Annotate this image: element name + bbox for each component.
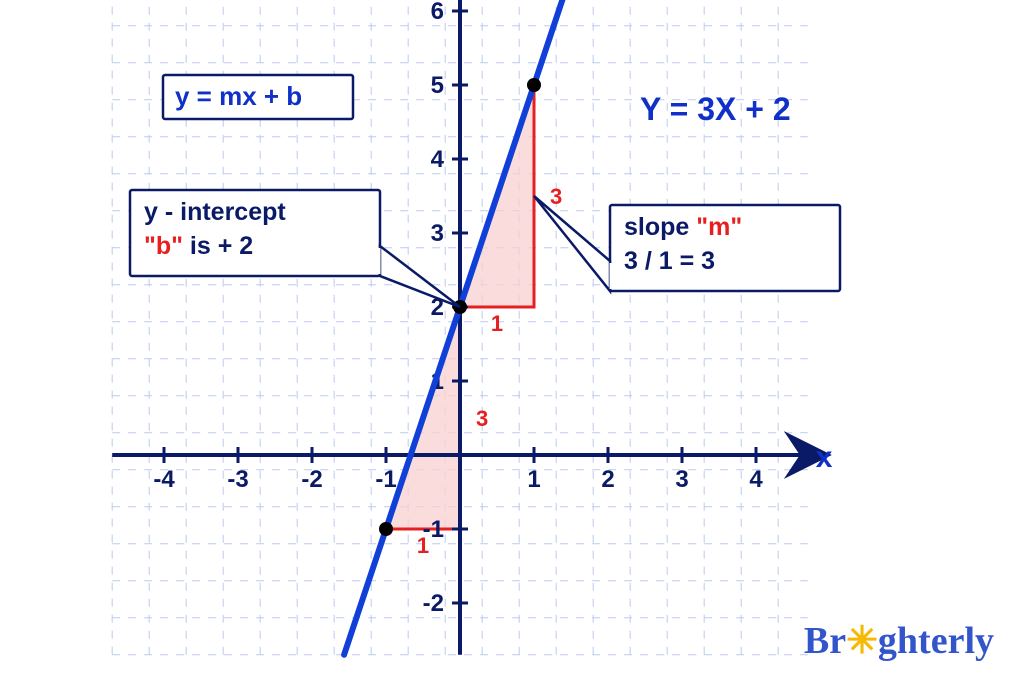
y-tick-label: 5 <box>431 72 444 99</box>
callout: slope "m" 3 / 1 = 3 <box>534 196 840 291</box>
data-point <box>527 78 541 92</box>
x-tick-label: 4 <box>749 466 763 493</box>
brand-logo: Br✳ghterly <box>804 618 994 663</box>
y-tick-label: 6 <box>431 0 444 25</box>
x-axis-label: x <box>816 441 833 474</box>
brand-post: ghterly <box>878 620 994 662</box>
brand-pre: Br <box>804 620 846 662</box>
x-tick-label: -2 <box>301 466 322 493</box>
svg-text:slope "m": slope "m" <box>624 213 742 241</box>
x-tick-label: 3 <box>675 466 688 493</box>
y-tick-label: -1 <box>423 516 444 543</box>
run-label: 1 <box>491 311 503 336</box>
data-point <box>379 522 393 536</box>
svg-text:3 / 1 = 3: 3 / 1 = 3 <box>624 247 715 275</box>
callout: y - intercept "b" is + 2 <box>130 190 460 307</box>
y-tick-label: 3 <box>431 220 444 247</box>
x-tick-label: -4 <box>153 466 175 493</box>
x-tick-label: -1 <box>375 466 396 493</box>
svg-text:"b" is + 2: "b" is + 2 <box>144 232 253 260</box>
x-tick-label: 2 <box>601 466 614 493</box>
y-tick-label: -2 <box>423 590 444 617</box>
svg-text:y = mx + b: y = mx + b <box>175 81 302 111</box>
brand-sun-icon: ✳ <box>846 620 878 662</box>
y-tick-label: 4 <box>431 146 445 173</box>
rise-label: 3 <box>550 184 562 209</box>
svg-text:y - intercept: y - intercept <box>144 198 286 226</box>
equation-label: Y = 3X + 2 <box>640 91 791 127</box>
rise-label: 3 <box>476 406 488 431</box>
x-tick-label: 1 <box>527 466 540 493</box>
slope-intercept-chart: 1313-4-3-2-11234-2-1123456xyy = mx + bY … <box>0 0 1024 683</box>
formula-box: y = mx + b <box>163 75 353 119</box>
x-tick-label: -3 <box>227 466 248 493</box>
